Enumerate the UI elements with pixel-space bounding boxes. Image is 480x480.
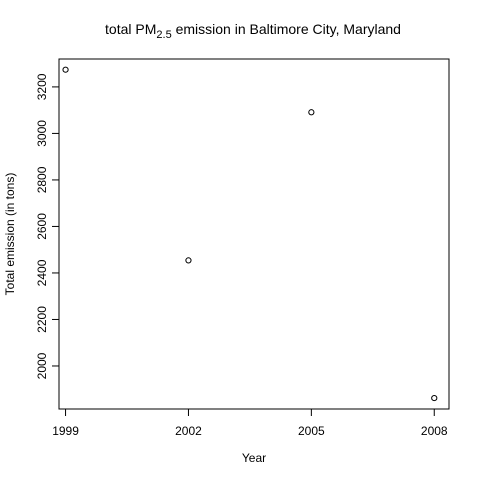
x-axis-label: Year bbox=[242, 451, 266, 465]
data-point bbox=[308, 109, 315, 116]
y-axis: 2000 2200 2400 2600 2800 3000 3200 bbox=[35, 73, 60, 379]
data-point bbox=[185, 257, 192, 264]
y-tick-label: 2000 bbox=[35, 352, 49, 379]
y-tick-label: 2200 bbox=[35, 306, 49, 333]
chart-title-prefix: total PM bbox=[105, 21, 156, 37]
x-tick-label: 2002 bbox=[175, 424, 202, 438]
y-tick-label: 2400 bbox=[35, 259, 49, 286]
data-point bbox=[431, 394, 438, 402]
y-tick-label: 3200 bbox=[35, 73, 49, 100]
data-points bbox=[62, 66, 438, 402]
y-tick-label: 2600 bbox=[35, 213, 49, 240]
plot-box bbox=[58, 58, 450, 410]
chart-title-subscript: 2.5 bbox=[156, 29, 171, 41]
chart-title: total PM2.5 emission in Baltimore City, … bbox=[105, 21, 401, 41]
y-tick-label: 3000 bbox=[35, 120, 49, 147]
x-tick-label: 1999 bbox=[52, 424, 79, 438]
x-axis: 1999 2002 2005 2008 bbox=[52, 408, 448, 438]
x-tick-label: 2005 bbox=[298, 424, 325, 438]
chart-title-suffix: emission in Baltimore City, Maryland bbox=[172, 21, 401, 37]
y-tick-label: 2800 bbox=[35, 166, 49, 193]
data-point bbox=[62, 66, 69, 73]
y-axis-label: Total emission (in tons) bbox=[3, 173, 17, 296]
x-tick-label: 2008 bbox=[421, 424, 448, 438]
